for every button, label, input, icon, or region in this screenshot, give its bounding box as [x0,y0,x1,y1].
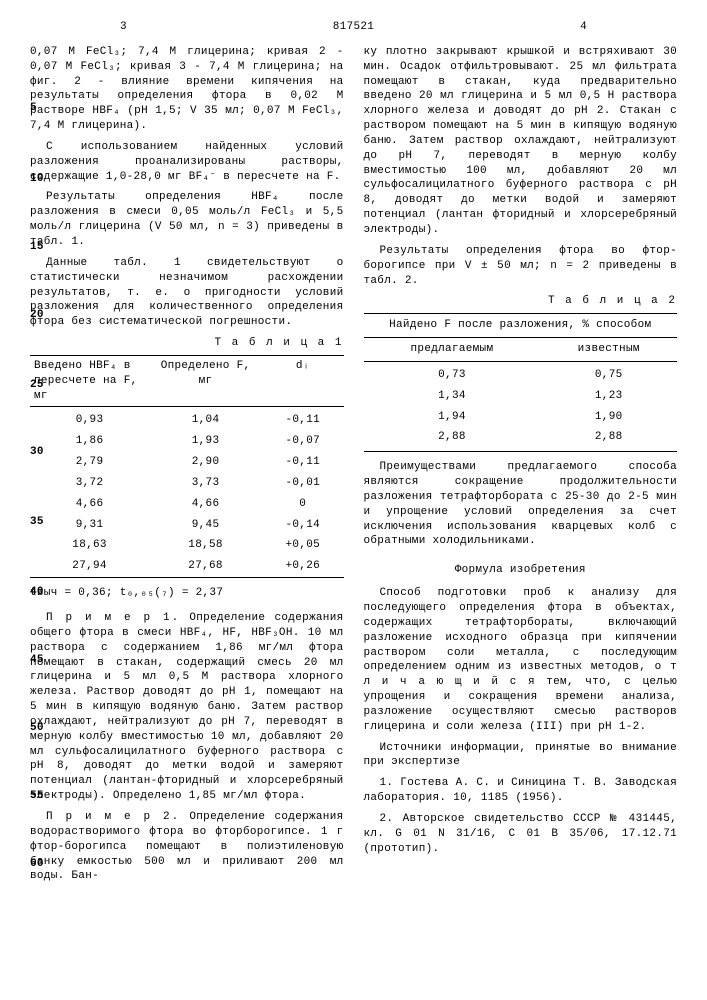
margin-line-20: 20 [30,308,44,323]
right-para-2: Результаты определения фтора во фтор-бор… [364,244,678,289]
right-para-6: 1. Гостева А. С. и Синицина Т. В. Заводс… [364,776,678,806]
right-para-1: ку плотно закрывают крышкой и встряхиваю… [364,45,678,238]
left-example-2: П р и м е р 2. Определение содержания во… [30,810,344,884]
margin-line-25: 25 [30,378,44,393]
table2-label: Т а б л и ц а 2 [364,294,678,309]
table-row: 3,723,73-0,01 [30,473,344,494]
margin-line-35: 35 [30,515,44,530]
table-row: 9,319,45-0,14 [30,515,344,536]
table1-stats: tвыч = 0,36; t₀,₀₅(₇) = 2,37 [30,586,344,601]
margin-line-5: 5 [30,101,37,116]
margin-line-10: 10 [30,172,44,187]
table-row: 18,6318,58+0,05 [30,535,344,556]
table-2-header-row: предлагаемым известным [364,338,678,361]
table-row: 0,730,75 [364,361,678,385]
table-row: 4,664,660 [30,494,344,515]
table-2-header-2: известным [540,338,677,361]
table-2: предлагаемым известным 0,730,75 1,341,23… [364,338,678,452]
table-2-header-1: предлагаемым [364,338,541,361]
left-para-4: Данные табл. 1 свидетельствуют о статист… [30,256,344,330]
left-para-1: 0,07 М FeCl₃; 7,4 М глицерина; кривая 2 … [30,45,344,134]
right-column: ку плотно закрывают крышкой и встряхиваю… [364,45,678,890]
example-1-label: П р и м е р 1. [46,612,180,624]
table-1-header-3: dᵢ [262,355,344,407]
formula-title: Формула изобретения [364,563,678,578]
table-1-header-row: Введено HBF₄ в пересчете на F, мг Опреде… [30,355,344,407]
two-column-layout: 0,07 М FeCl₃; 7,4 М глицерина; кривая 2 … [30,45,677,890]
right-para-7: 2. Авторское свидетельство СССР № 431445… [364,812,678,857]
table-1-header-2: Определено F, мг [149,355,262,407]
document-number: 817521 [333,20,374,35]
table-row: 2,792,90-0,11 [30,452,344,473]
margin-line-15: 15 [30,240,44,255]
page-number-right: 4 [580,20,587,35]
right-para-4: Способ подготовки проб к анализу для пос… [364,586,678,734]
margin-line-30: 30 [30,445,44,460]
table-row: 2,882,88 [364,427,678,451]
margin-line-55: 55 [30,789,44,804]
table-row: 1,941,90 [364,407,678,428]
margin-line-45: 45 [30,653,44,668]
table-row: 1,861,93-0,07 [30,431,344,452]
example-2-label: П р и м е р 2. [46,811,180,823]
left-column: 0,07 М FeCl₃; 7,4 М глицерина; кривая 2 … [30,45,344,890]
table-row: 1,341,23 [364,386,678,407]
margin-line-40: 40 [30,585,44,600]
table-row: 0,931,04-0,11 [30,407,344,431]
left-example-1: П р и м е р 1. Определение содержания об… [30,611,344,804]
margin-line-60: 60 [30,857,44,872]
table1-label: Т а б л и ц а 1 [30,336,344,351]
page-number-left: 3 [120,20,127,35]
left-para-2: С использованием найденных условий разло… [30,140,344,185]
table-1: Введено HBF₄ в пересчете на F, мг Опреде… [30,355,344,578]
left-para-3: Результаты определения HBF₄ после разлож… [30,190,344,249]
content-container: 5 10 15 20 25 30 35 40 45 50 55 60 0,07 … [30,45,677,890]
table2-top-header: Найдено F после разложения, % способом [364,313,678,338]
right-para-5: Источники информации, принятые во вниман… [364,741,678,771]
table-row: 27,9427,68+0,26 [30,556,344,577]
page-header: 3 817521 4 [30,20,677,35]
margin-line-50: 50 [30,721,44,736]
right-para-3: Преимуществами предлагаемого способа явл… [364,460,678,549]
table-1-header-1: Введено HBF₄ в пересчете на F, мг [30,355,149,407]
